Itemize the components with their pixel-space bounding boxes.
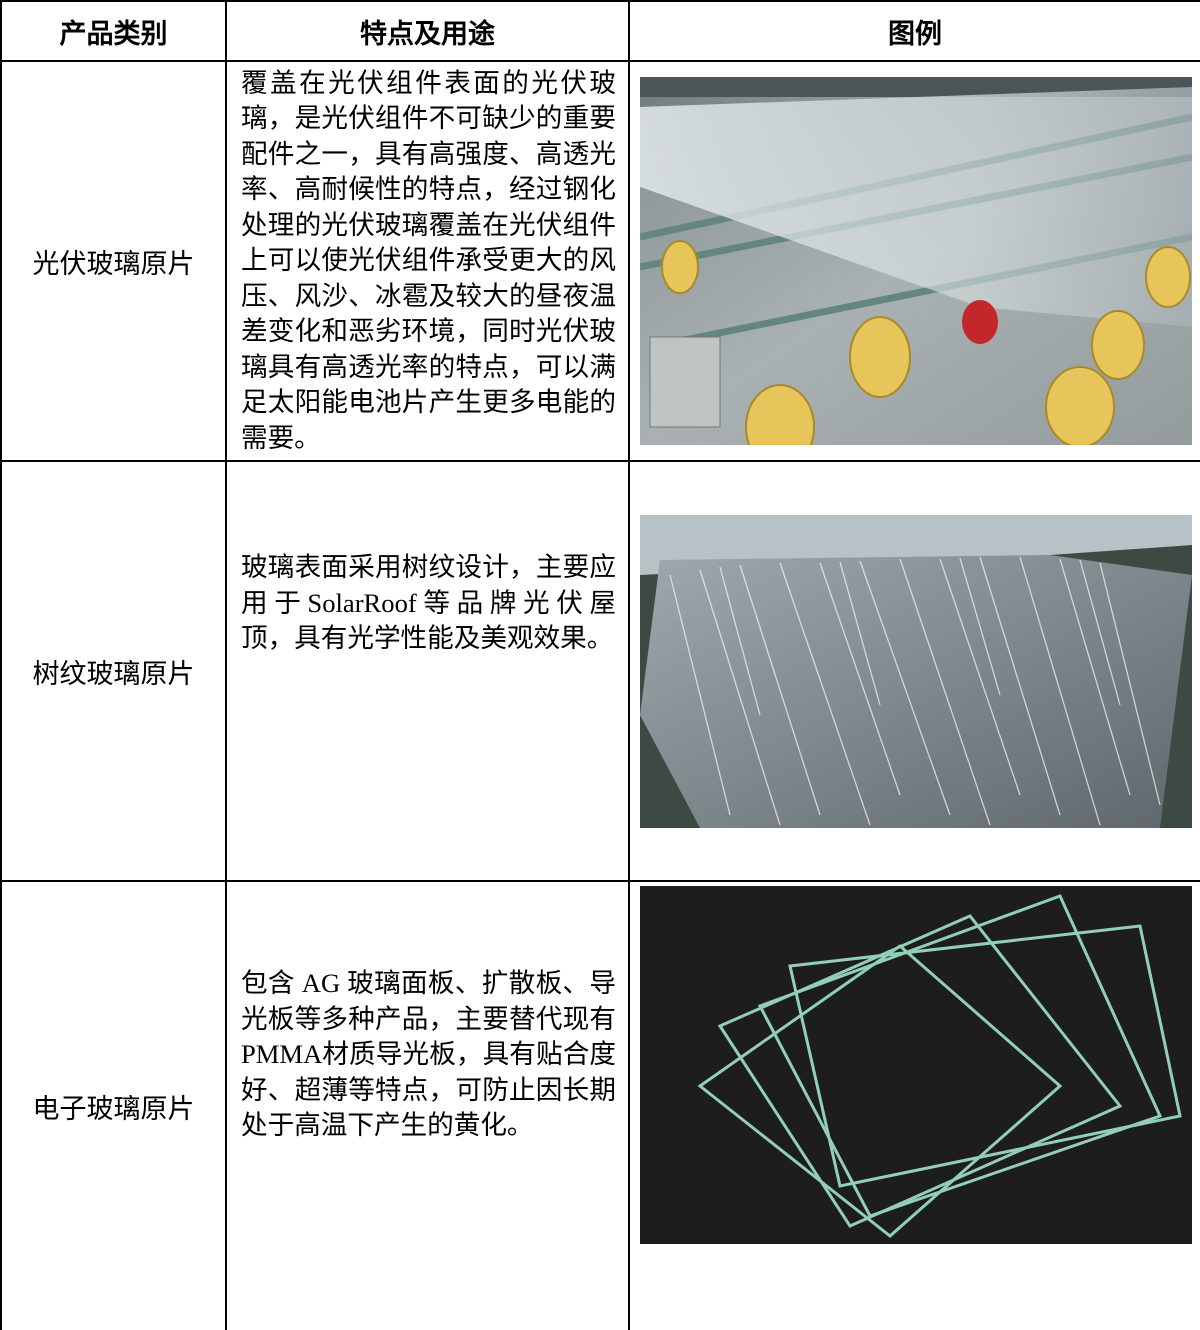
category-cell: 光伏玻璃原片 bbox=[0, 60, 227, 462]
header-cell: 特点及用途 bbox=[225, 0, 630, 62]
description-cell: 包含 AG 玻璃面板、扩散板、导光板等多种产品，主要替代现有PMMA材质导光板，… bbox=[225, 880, 630, 1330]
description-cell: 覆盖在光伏组件表面的光伏玻璃，是光伏组件不可缺少的重要配件之一，具有高强度、高透… bbox=[225, 60, 630, 462]
image-cell bbox=[628, 460, 1200, 882]
pv-glass-photo bbox=[640, 77, 1192, 445]
table-row: 树纹玻璃原片 玻璃表面采用树纹设计，主要应用于SolarRoof等品牌光伏屋顶，… bbox=[0, 460, 1200, 882]
tree-pattern-glass-photo bbox=[640, 514, 1192, 828]
category-cell: 电子玻璃原片 bbox=[0, 880, 227, 1330]
table-row: 电子玻璃原片 包含 AG 玻璃面板、扩散板、导光板等多种产品，主要替代现有PMM… bbox=[0, 880, 1200, 1330]
category-cell: 树纹玻璃原片 bbox=[0, 460, 227, 882]
header-cell: 图例 bbox=[628, 0, 1200, 62]
description-cell: 玻璃表面采用树纹设计，主要应用于SolarRoof等品牌光伏屋顶，具有光学性能及… bbox=[225, 460, 630, 882]
image-cell bbox=[628, 60, 1200, 462]
image-cell bbox=[628, 880, 1200, 1330]
table-row: 光伏玻璃原片 覆盖在光伏组件表面的光伏玻璃，是光伏组件不可缺少的重要配件之一，具… bbox=[0, 60, 1200, 462]
electronic-glass-photo bbox=[640, 886, 1192, 1244]
header-cell: 产品类别 bbox=[0, 0, 227, 62]
header-row: 产品类别 特点及用途 图例 bbox=[0, 0, 1200, 62]
